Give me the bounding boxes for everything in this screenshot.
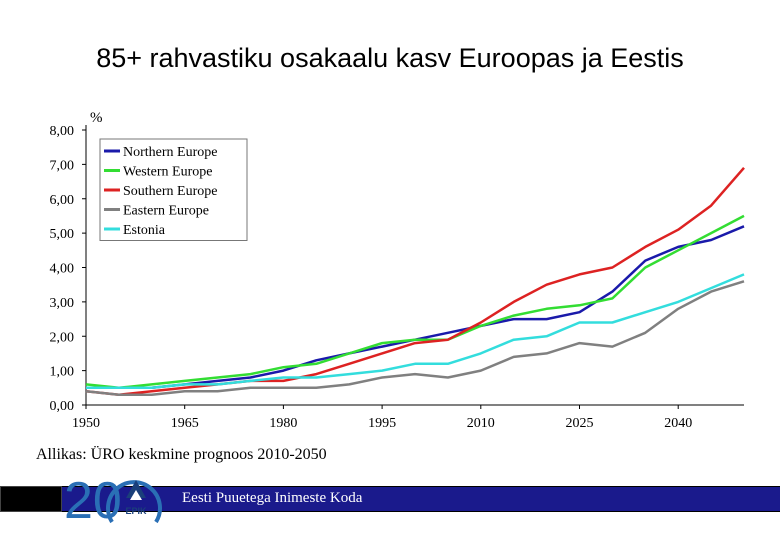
footer-bar: [0, 486, 780, 512]
series-line-estonia: [86, 273, 745, 390]
x-tick-label: 1995: [368, 416, 396, 431]
legend-label: Southern Europe: [123, 184, 217, 199]
legend-label: Western Europe: [123, 165, 212, 180]
y-tick-label: 6,00: [50, 193, 75, 208]
x-tick-label: 2025: [566, 416, 594, 431]
y-tick-label: 7,00: [50, 158, 75, 173]
y-tick-label: 8,00: [50, 124, 75, 139]
x-tick-label: 1980: [269, 416, 297, 431]
footer-left-block: [0, 486, 62, 512]
series-line-southern-europe: [85, 166, 745, 396]
x-tick-label: 2010: [467, 416, 495, 431]
logo-number: 20: [64, 472, 122, 526]
y-tick-label: 5,00: [50, 227, 75, 242]
y-tick-label: 3,00: [50, 296, 75, 311]
y-tick-label: 1,00: [50, 365, 75, 380]
logo-initials: EPIK: [125, 506, 147, 516]
y-tick-label: 2,00: [50, 330, 75, 345]
y-axis-label: %: [90, 110, 103, 126]
chart-legend: Northern Europe Western Europe Southern Eu…: [99, 138, 248, 241]
legend-label: Eastern Europe: [123, 204, 209, 219]
chart-series-lines: [85, 166, 745, 396]
x-tick-label: 2040: [664, 416, 692, 431]
x-tick-label: 1950: [72, 416, 100, 431]
line-chart: 0,00 1,00 2,00 3,00 4,00 5,00 6,00 7,00 8,00 1950…: [50, 110, 745, 431]
legend-box: [99, 138, 248, 241]
y-tick-label: 0,00: [50, 399, 75, 414]
series-line-western-europe: [85, 214, 745, 390]
footer-organization: Eesti Puuetega Inimeste Koda: [182, 490, 363, 506]
legend-label: Estonia: [123, 223, 166, 238]
x-tick-label: 1965: [171, 416, 199, 431]
page-title: 85+ rahvastiku osakaalu kasv Euroopas ja…: [96, 43, 684, 73]
epik-logo-icon: 20 EPIK: [64, 472, 162, 526]
y-tick-label: 4,00: [50, 262, 75, 277]
series-line-eastern-europe: [85, 280, 745, 396]
chart-axes: 0,00 1,00 2,00 3,00 4,00 5,00 6,00 7,00 8,00 1950…: [50, 110, 744, 431]
source-note: Allikas: ÜRO keskmine prognoos 2010-2050: [36, 446, 327, 463]
legend-label: Northern Europe: [123, 145, 217, 160]
